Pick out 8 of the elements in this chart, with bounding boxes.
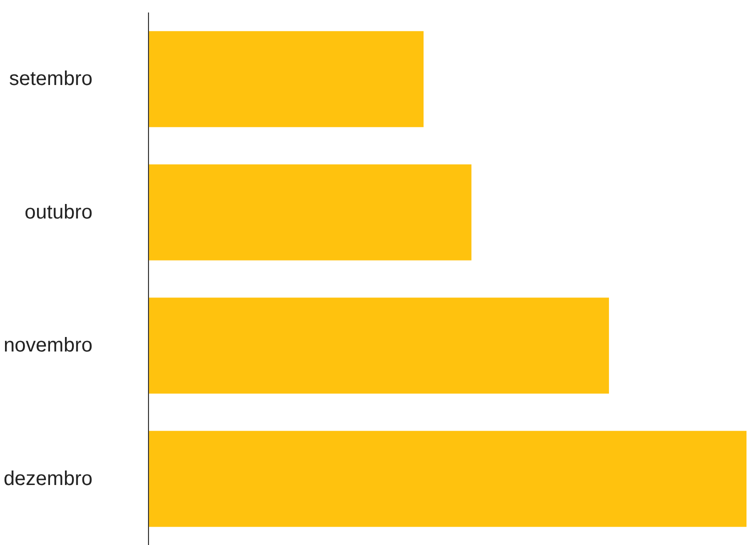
bar [148, 430, 746, 527]
y-tick-label: outubro [24, 201, 93, 224]
bar [148, 31, 424, 128]
bar [148, 298, 609, 394]
bar [148, 164, 472, 260]
y-tick-label: setembro [9, 68, 93, 90]
y-tick-label: dezembro [4, 468, 92, 490]
y-tick-label: novembro [4, 334, 92, 357]
